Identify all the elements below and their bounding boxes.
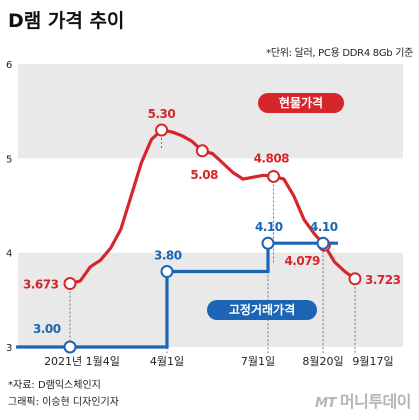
spot-label-0: 3.673 (23, 278, 59, 292)
spot-label-20: 4.808 (254, 151, 290, 165)
brand-prefix: MT (315, 396, 336, 411)
graphic-credit: 그래픽: 이승현 디자인기자 (8, 397, 119, 408)
chart-title: D램 가격 추이 (8, 10, 125, 32)
contract-marker-1 (160, 265, 174, 279)
x-tick-1: 4월1일 (150, 354, 184, 368)
source-note: *자료: D램익스체인지 (8, 380, 101, 391)
legend-contract-pill (207, 300, 317, 320)
x-tick-4: 9월17일 (352, 354, 393, 368)
spot-label-9: 5.30 (148, 107, 176, 121)
unit-note: *단위: 달러, PC용 DDR4 8Gb 기준 (266, 48, 413, 59)
brand-logo: MT 머니투데이 (315, 388, 411, 412)
x-tick-2: 7월1일 (241, 354, 275, 368)
legend-spot-pill (258, 93, 344, 113)
spot-marker-0 (63, 277, 77, 291)
shaded-band-1 (18, 252, 403, 347)
legend-spot-label: 현물가격 (279, 95, 323, 110)
x-tick-3: 8월20일 (302, 354, 343, 368)
brand-name: 머니투데이 (339, 392, 412, 411)
spot-label-13: 5.08 (190, 168, 218, 182)
source-block: *자료: D램익스체인지 그래픽: 이승현 디자인기자 (8, 377, 119, 411)
y-tick-3: 3 (6, 343, 12, 354)
spot-marker-28 (348, 272, 362, 286)
x-tick-0: 2021년 1월4일 (44, 354, 120, 368)
contract-marker-3 (316, 236, 330, 250)
contract-label-3: 4.10 (310, 220, 338, 234)
legend-contract-label: 고정거래가격 (229, 302, 295, 317)
spot-marker-20 (267, 169, 281, 183)
contract-label-1: 3.80 (154, 249, 182, 263)
spot-price-line (68, 128, 357, 286)
contract-marker-2 (261, 236, 275, 250)
y-tick-4: 4 (6, 249, 12, 260)
spot-label-28: 3.723 (365, 273, 401, 287)
contract-label-0: 3.00 (33, 322, 61, 336)
y-tick-5: 5 (6, 154, 12, 165)
shaded-band-0 (18, 64, 403, 159)
spot-label-25: 4.079 (284, 254, 320, 268)
contract-label-2: 4.10 (255, 220, 283, 234)
spot-marker-9 (155, 123, 169, 137)
spot-marker-13 (195, 144, 209, 158)
y-tick-6: 6 (6, 60, 12, 71)
contract-marker-0 (63, 340, 77, 354)
